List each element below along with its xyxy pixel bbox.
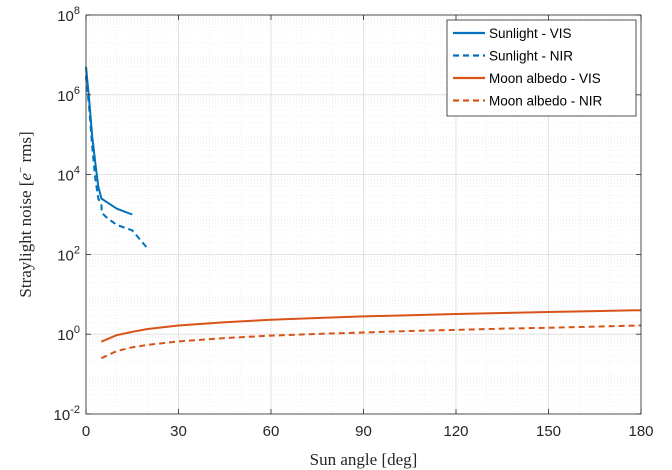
legend: Sunlight - VIS Sunlight - NIR Moon albedo …	[446, 19, 637, 117]
x-tick-labels: 0 30 60 90 120 150 180	[82, 423, 654, 440]
legend-label-3: Moon albedo - NIR	[489, 94, 603, 109]
x-axis-title: Sun angle [deg]	[310, 450, 418, 469]
x-tick-label: 90	[355, 423, 372, 440]
series-layer	[85, 66, 642, 360]
series-line-2	[101, 309, 642, 343]
y-tick-label: 10-2	[54, 404, 80, 424]
x-tick-label: 150	[536, 423, 561, 440]
y-tick-labels: 10-2 100 102 104 106 108	[54, 5, 80, 424]
series-line-0	[85, 66, 133, 216]
legend-label-0: Sunlight - VIS	[489, 26, 572, 41]
x-tick-label: 0	[82, 423, 90, 440]
series-line-3	[100, 324, 642, 360]
x-tick-label: 120	[443, 423, 468, 440]
series-line-1	[85, 75, 149, 250]
x-tick-label: 180	[628, 423, 653, 440]
y-tick-label: 104	[57, 165, 80, 185]
legend-label-1: Sunlight - NIR	[489, 49, 573, 64]
x-tick-label: 60	[263, 423, 280, 440]
x-tick-label: 30	[170, 423, 187, 440]
axis-ticks	[85, 14, 642, 415]
y-axis-title: Straylight noise [e− rms]	[15, 131, 35, 297]
y-tick-label: 108	[57, 5, 80, 25]
y-tick-label: 106	[57, 85, 80, 105]
y-tick-label: 102	[57, 244, 80, 264]
legend-label-2: Moon albedo - VIS	[489, 71, 601, 86]
y-tick-label: 100	[57, 324, 80, 344]
